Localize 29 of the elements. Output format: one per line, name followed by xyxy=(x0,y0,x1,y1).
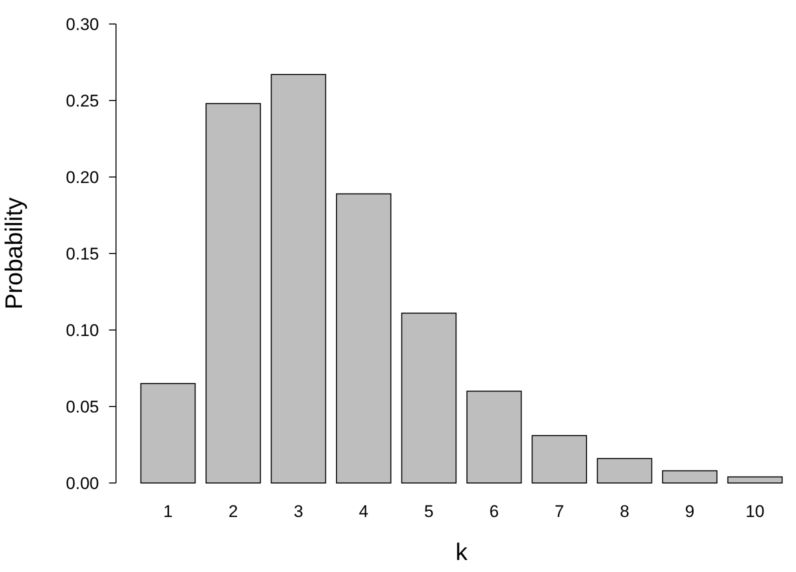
x-tick-label: 1 xyxy=(163,502,173,521)
bar xyxy=(336,193,392,484)
bar xyxy=(662,470,718,484)
y-tick-label: 0.00 xyxy=(66,474,99,493)
y-axis-title: Probability xyxy=(1,197,28,310)
y-tick-label: 0.30 xyxy=(66,14,99,34)
bar xyxy=(270,74,326,484)
x-tick-label: 6 xyxy=(489,502,499,521)
y-tick-label: 0.10 xyxy=(66,320,99,340)
y-tick-label: 0.20 xyxy=(66,168,99,187)
x-tick-label: 4 xyxy=(358,502,368,521)
bar xyxy=(727,476,783,484)
bar xyxy=(532,435,588,484)
y-tick-label: 0.05 xyxy=(66,397,99,416)
y-tick-label: 0.25 xyxy=(66,91,99,110)
x-tick-label: 2 xyxy=(228,502,238,521)
bar xyxy=(140,383,196,484)
x-tick-label: 7 xyxy=(554,502,564,521)
x-tick-label: 10 xyxy=(746,502,764,521)
bar xyxy=(401,312,457,484)
x-tick-label: 3 xyxy=(294,502,304,521)
y-tick-label: 0.15 xyxy=(66,244,99,264)
x-axis-title: k xyxy=(456,539,468,566)
x-tick-label: 9 xyxy=(685,502,695,521)
x-tick-label: 8 xyxy=(620,502,630,521)
x-tick-label: 5 xyxy=(424,502,434,521)
bar xyxy=(596,458,652,484)
bar xyxy=(206,103,261,484)
bar xyxy=(466,390,522,484)
